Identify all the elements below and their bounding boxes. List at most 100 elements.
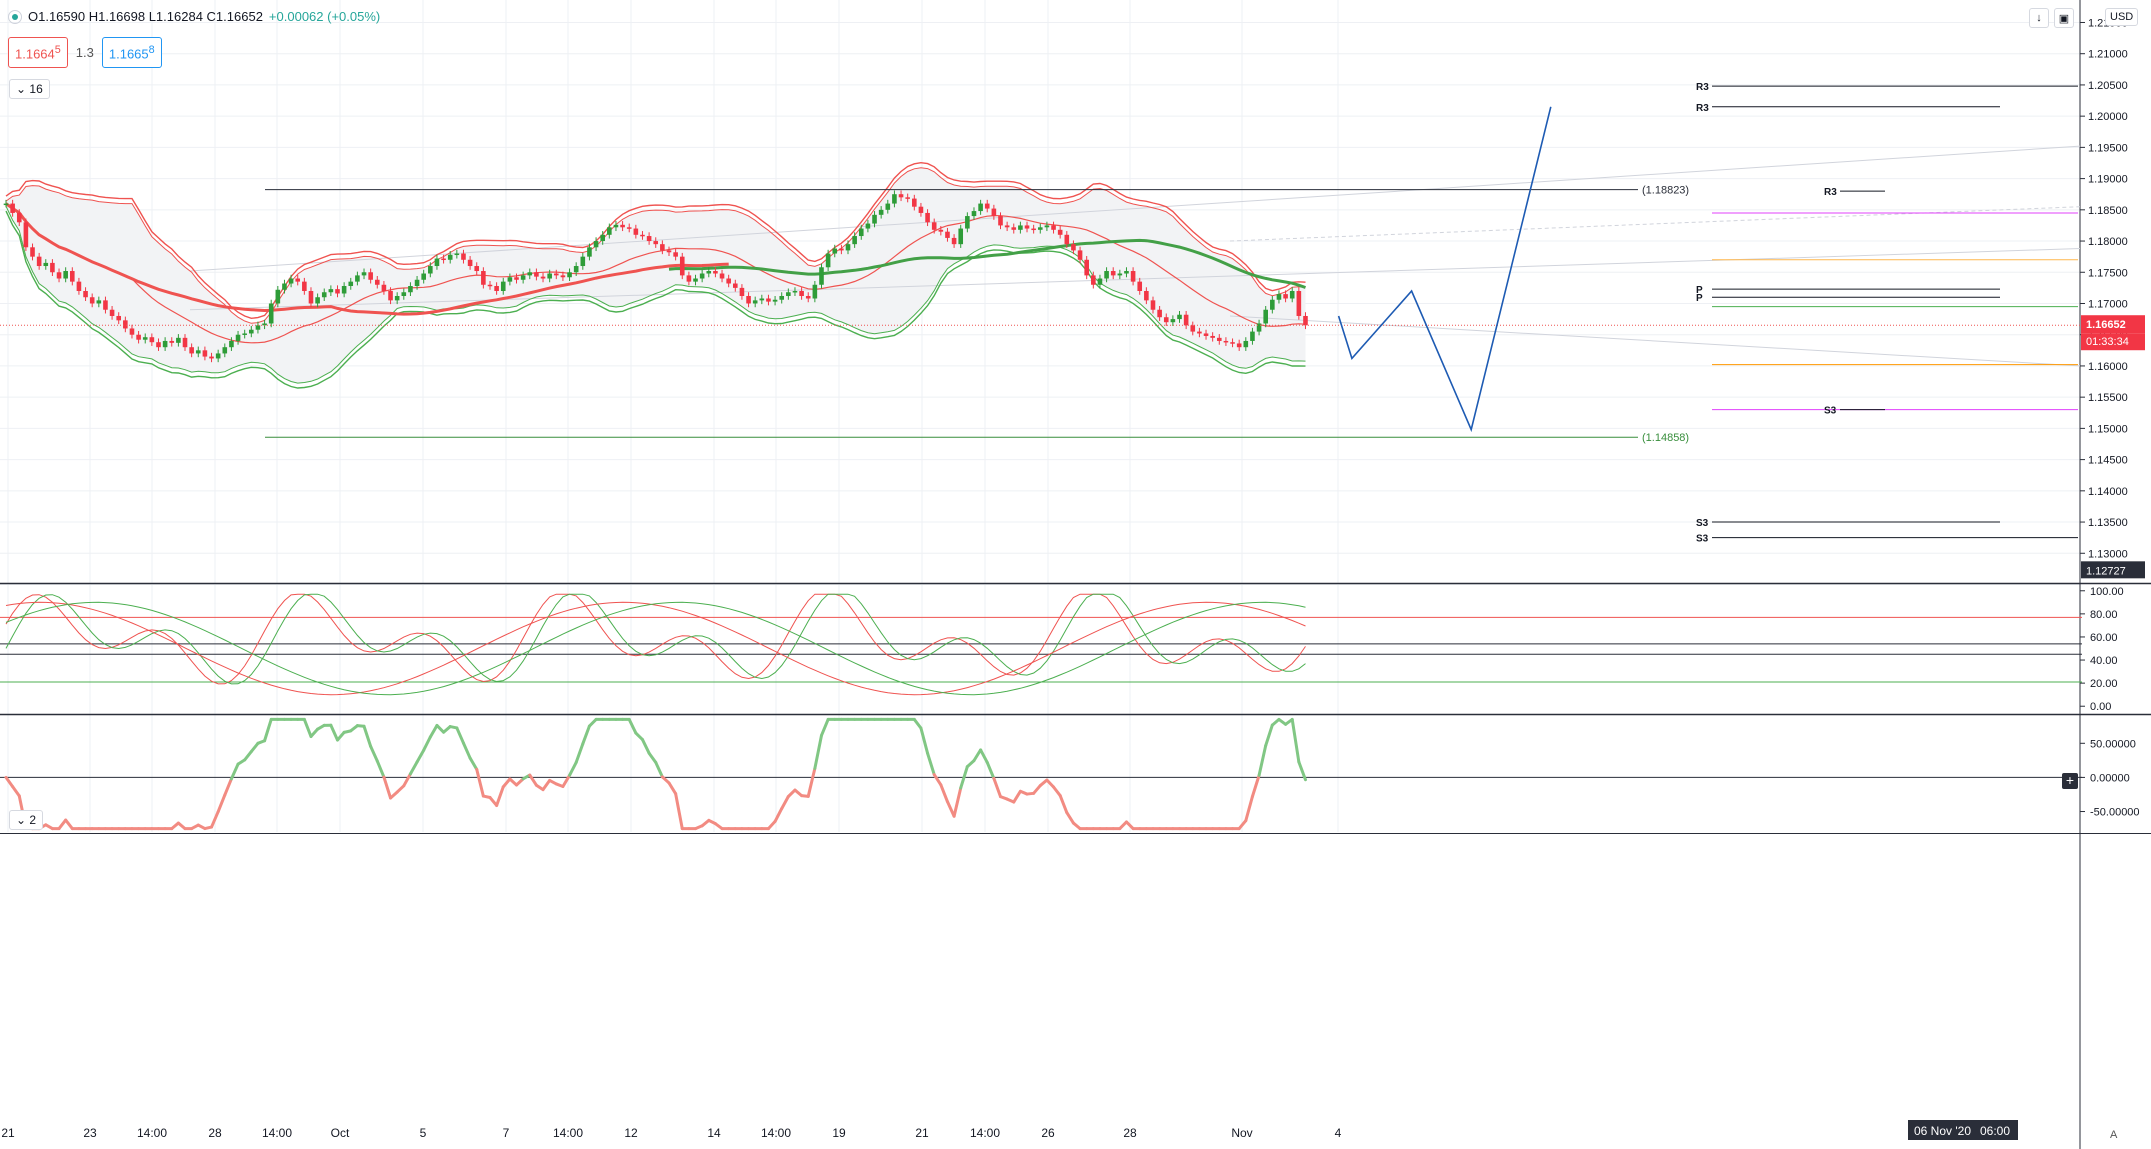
oscillator-slow-k bbox=[5, 601, 1306, 696]
candle-body bbox=[83, 291, 88, 298]
candle-body bbox=[593, 241, 599, 248]
candle-body bbox=[374, 279, 380, 285]
candle-body bbox=[361, 272, 367, 276]
momentum-segment bbox=[627, 717, 638, 735]
candle-body bbox=[1051, 225, 1056, 230]
pivot-label: S3 bbox=[1696, 518, 1709, 529]
candle-body bbox=[275, 289, 281, 304]
price-tick-label: 1.17000 bbox=[2088, 298, 2128, 310]
pivot-label: S3 bbox=[1696, 534, 1709, 545]
candle-body bbox=[1283, 294, 1288, 299]
candle-body bbox=[878, 209, 884, 215]
pivot-label: R3 bbox=[1696, 82, 1709, 93]
projection-path bbox=[1337, 106, 1552, 433]
candle-body bbox=[328, 289, 334, 293]
candle-body bbox=[507, 277, 513, 282]
candle-body bbox=[96, 300, 102, 304]
momentum-segment bbox=[939, 783, 949, 804]
buy-price: 1.1665 bbox=[108, 46, 149, 62]
indicator-legend-toggle[interactable]: ⌄ 16 bbox=[9, 79, 50, 99]
price-tick-label: 1.16000 bbox=[2088, 361, 2128, 373]
time-tick-label: 12 bbox=[624, 1126, 638, 1140]
sell-button[interactable]: 1.16645 bbox=[8, 36, 68, 69]
momentum-segment bbox=[979, 748, 989, 764]
candle-body bbox=[50, 262, 55, 273]
candle-body bbox=[16, 212, 22, 223]
candle-body bbox=[43, 262, 49, 267]
momentum-segment bbox=[1032, 784, 1042, 795]
candle-body bbox=[109, 309, 115, 316]
momentum-segment bbox=[375, 759, 386, 779]
candle-body bbox=[998, 216, 1003, 226]
momentum-segment bbox=[329, 723, 339, 742]
candle-body bbox=[1296, 291, 1302, 316]
momentum-segment bbox=[402, 772, 412, 788]
candle-body bbox=[713, 271, 718, 274]
candle-body bbox=[772, 299, 778, 302]
oscillator-tick-label: 40.00 bbox=[2090, 655, 2118, 667]
momentum-segment bbox=[985, 760, 996, 780]
time-tick-label: 4 bbox=[1335, 1126, 1342, 1140]
candle-body bbox=[315, 297, 320, 304]
add-alert-icon[interactable]: + bbox=[2062, 773, 2078, 789]
auto-scale-button[interactable]: A bbox=[2110, 1129, 2118, 1141]
candle-body bbox=[825, 253, 831, 268]
candle-body bbox=[613, 224, 619, 228]
down-arrow-icon[interactable]: ↓ bbox=[2029, 8, 2049, 28]
momentum-segment bbox=[515, 777, 525, 787]
candle-body bbox=[918, 206, 924, 213]
candle-body bbox=[1216, 337, 1222, 341]
oscillator-legend-toggle[interactable]: ⌄ 2 bbox=[9, 810, 44, 830]
candle-body bbox=[1037, 227, 1043, 230]
candle-body bbox=[1018, 225, 1023, 230]
buy-button[interactable]: 1.16658 bbox=[101, 36, 162, 69]
candle-body bbox=[30, 247, 35, 257]
currency-label[interactable]: USD bbox=[2105, 8, 2139, 26]
candle-body bbox=[1124, 271, 1129, 274]
candle-body bbox=[607, 227, 612, 235]
candle-body bbox=[845, 244, 851, 251]
candle-body bbox=[1150, 300, 1156, 310]
candle-body bbox=[1270, 299, 1275, 310]
candle-body bbox=[1289, 291, 1295, 299]
momentum-segment bbox=[952, 786, 963, 818]
candle-body bbox=[36, 256, 42, 267]
candle-body bbox=[388, 291, 393, 301]
candle-body bbox=[719, 273, 725, 279]
candle-body bbox=[262, 323, 267, 326]
candle-body bbox=[355, 275, 360, 282]
oscillator-tick-label: 20.00 bbox=[2090, 678, 2118, 690]
price-tick-label: 1.15500 bbox=[2088, 392, 2128, 404]
momentum-segment bbox=[4, 775, 15, 789]
moving-average-slow-green bbox=[668, 238, 1306, 289]
candle-body bbox=[394, 295, 400, 301]
upper-band-outer bbox=[5, 161, 1306, 320]
fullscreen-icon[interactable]: ▣ bbox=[2054, 8, 2074, 28]
momentum-segment bbox=[216, 793, 227, 814]
time-tick-label: 21 bbox=[915, 1126, 929, 1140]
candle-body bbox=[215, 353, 221, 359]
candle-body bbox=[905, 197, 910, 199]
candle-body bbox=[321, 292, 327, 298]
price-tick-label: 1.14500 bbox=[2088, 455, 2128, 467]
candle-body bbox=[746, 295, 751, 304]
candle-body bbox=[308, 291, 314, 304]
candle-body bbox=[56, 272, 62, 279]
candle-body bbox=[1110, 271, 1116, 276]
candle-body bbox=[1230, 342, 1235, 344]
time-tick-label: 5 bbox=[420, 1126, 427, 1140]
momentum-segment bbox=[528, 773, 538, 787]
candle-body bbox=[1104, 271, 1109, 279]
candle-body bbox=[912, 198, 917, 207]
momentum-segment bbox=[786, 788, 797, 799]
candle-body bbox=[666, 250, 672, 253]
candle-body bbox=[1197, 331, 1202, 334]
candle-body bbox=[401, 292, 407, 296]
price-tick-label: 1.18000 bbox=[2088, 236, 2128, 248]
candle-body bbox=[686, 275, 692, 282]
ohlc-change: +0.00062 (+0.05%) bbox=[268, 9, 381, 24]
candle-body bbox=[10, 203, 15, 213]
candle-body bbox=[242, 333, 247, 335]
momentum-segment bbox=[475, 767, 485, 798]
